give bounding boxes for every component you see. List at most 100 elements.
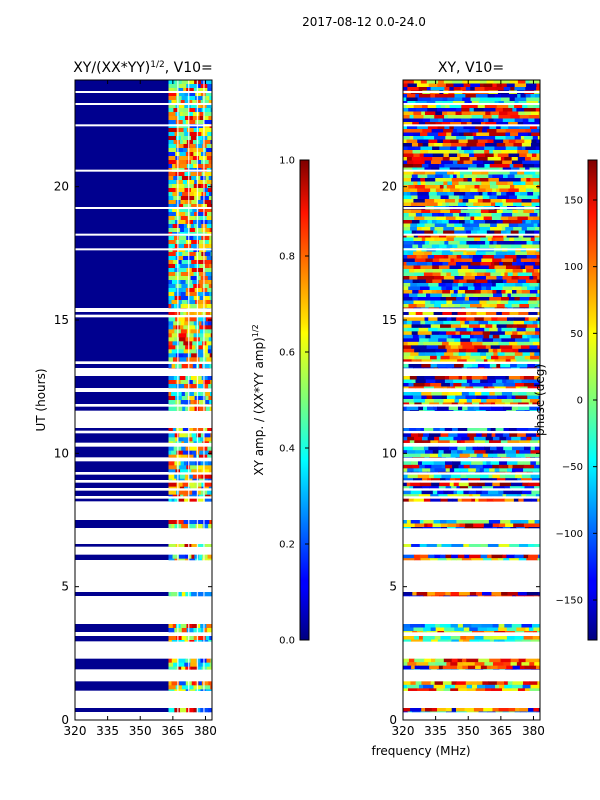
phase-cell xyxy=(441,122,451,126)
amplitude-cell xyxy=(196,349,201,354)
phase-cell xyxy=(441,383,451,387)
phase-cell xyxy=(445,461,453,466)
amplitude-cell xyxy=(178,176,183,181)
phase-cell xyxy=(472,255,484,259)
phase-cell xyxy=(526,269,535,273)
phase-cell xyxy=(456,174,461,179)
amplitude-cell xyxy=(168,337,175,342)
phase-cell xyxy=(486,269,497,273)
phase-cell xyxy=(501,213,513,217)
phase-cell xyxy=(483,523,494,528)
amplitude-cell xyxy=(187,494,196,497)
phase-cell xyxy=(403,345,412,350)
phase-cell xyxy=(403,436,408,441)
phase-cell xyxy=(409,376,418,380)
amplitude-cell xyxy=(194,640,203,642)
amplitude-cell xyxy=(197,486,202,489)
phase-cell xyxy=(410,118,424,123)
phase-cell xyxy=(434,468,447,473)
amplitude-cell xyxy=(168,104,177,109)
amplitude-cell xyxy=(201,376,209,381)
phase-cell xyxy=(481,392,490,396)
amplitude-cell xyxy=(204,628,208,633)
amplitude-cell xyxy=(184,100,191,105)
amplitude-cell xyxy=(175,276,179,281)
amplitude-cell xyxy=(168,240,177,245)
amplitude-cell xyxy=(201,520,210,525)
phase-heatmap xyxy=(403,80,540,713)
phase-cell xyxy=(518,406,530,411)
phase-cell xyxy=(529,662,535,666)
amplitude-cell xyxy=(168,136,177,141)
phase-cell xyxy=(411,711,421,713)
phase-cell xyxy=(442,665,450,670)
phase-cell xyxy=(528,300,538,305)
amplitude-cell xyxy=(181,364,189,369)
phase-cell xyxy=(486,461,492,466)
phase-cell xyxy=(491,558,499,561)
phase-cell xyxy=(529,406,539,411)
phase-cell xyxy=(487,433,493,438)
phase-cell xyxy=(443,230,455,235)
phase-cell xyxy=(471,461,484,466)
phase-gap xyxy=(403,91,540,93)
amplitude-cell xyxy=(172,428,177,431)
amplitude-cell xyxy=(168,108,174,113)
phase-cell xyxy=(531,624,540,628)
phase-cell xyxy=(501,392,513,396)
phase-cell xyxy=(503,237,510,242)
phase-cell xyxy=(468,392,476,396)
amplitude-cell xyxy=(189,292,198,297)
phase-cell xyxy=(480,352,487,357)
amplitude-cell xyxy=(211,465,212,470)
phase-cell xyxy=(494,101,500,105)
phase-cell xyxy=(529,80,540,84)
amplitude-cell xyxy=(178,592,183,597)
phase-cell xyxy=(488,474,493,479)
amplitude-cell xyxy=(198,300,207,305)
phase-cell xyxy=(526,241,533,245)
phase-cell xyxy=(478,498,488,502)
phase-cell xyxy=(414,523,425,528)
phase-cell xyxy=(457,662,464,666)
phase-cell xyxy=(414,185,426,189)
amplitude-cell xyxy=(171,100,178,105)
phase-cell xyxy=(477,139,488,144)
phase-cell xyxy=(455,216,465,221)
phase-cell xyxy=(485,153,495,158)
phase-cell xyxy=(423,272,434,277)
phase-cell xyxy=(436,216,447,221)
phase-cell xyxy=(473,406,480,411)
colorbar-tick-label: −50 xyxy=(562,462,583,473)
amplitude-cell xyxy=(189,192,195,197)
phase-cell xyxy=(519,167,526,172)
amplitude-cell xyxy=(203,384,209,389)
phase-cell xyxy=(493,293,503,298)
phase-cell xyxy=(495,87,505,91)
amplitude-cell xyxy=(204,482,212,487)
phase-cell xyxy=(455,234,468,238)
phase-cell xyxy=(476,490,483,495)
phase-cell xyxy=(455,185,466,189)
phase-cell xyxy=(480,209,490,214)
phase-cell xyxy=(463,251,467,256)
amplitude-cell xyxy=(168,196,174,201)
amplitude-cell xyxy=(196,100,202,105)
phase-cell xyxy=(470,97,481,102)
phase-cell xyxy=(421,490,434,495)
phase-cell xyxy=(530,474,540,479)
phase-cell xyxy=(449,167,457,172)
phase-cell xyxy=(412,367,424,369)
phase-cell xyxy=(421,364,432,368)
amplitude-cell xyxy=(168,120,177,125)
phase-cell xyxy=(403,711,409,713)
phase-gap xyxy=(403,248,540,251)
phase-cell xyxy=(482,453,489,458)
phase-cell xyxy=(413,486,423,489)
phase-cell xyxy=(406,450,416,454)
phase-cell xyxy=(503,428,510,431)
amplitude-cell xyxy=(168,450,172,455)
phase-cell xyxy=(513,523,525,528)
phase-cell xyxy=(430,160,442,165)
